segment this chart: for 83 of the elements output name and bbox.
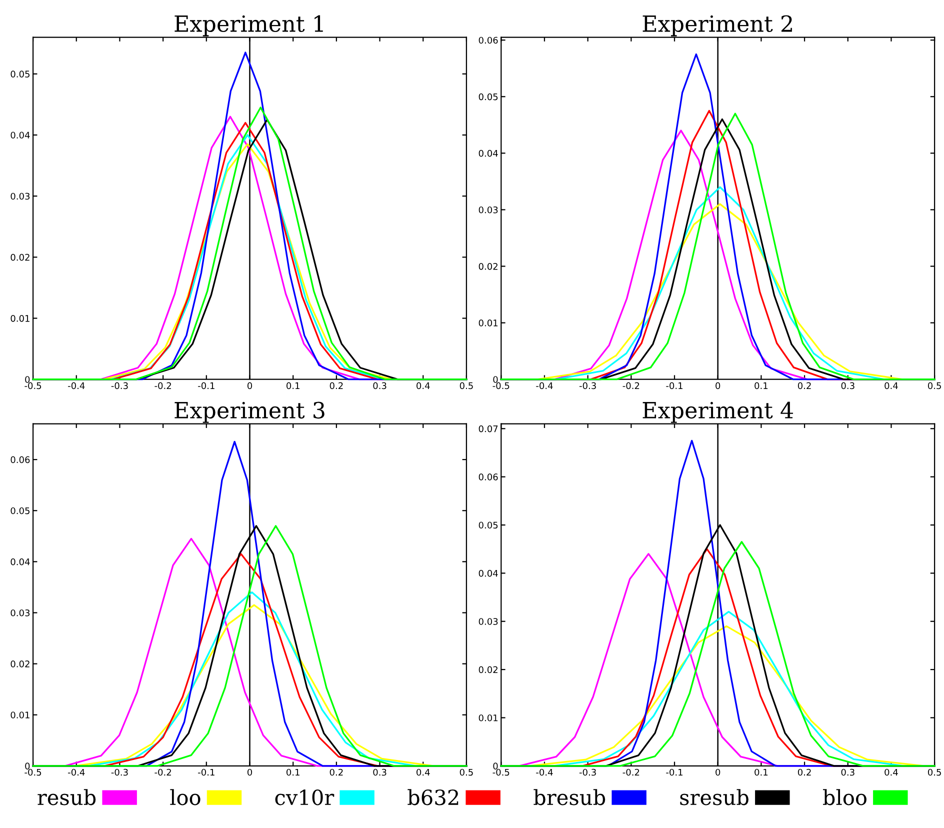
x-tick-label: 0.5: [460, 768, 473, 776]
x-tick-label: -0.5: [492, 768, 510, 776]
y-tick-label: 0.05: [10, 70, 30, 78]
x-tick-label: 0.5: [928, 768, 941, 776]
y-tick-label: 0.03: [478, 618, 498, 625]
y-tick-label: 0.06: [478, 36, 498, 44]
x-tick-label: -0.2: [622, 382, 640, 390]
x-tick-label: -0.3: [111, 382, 128, 390]
x-tick-label: 0.1: [754, 768, 768, 776]
x-tick-label: -0.4: [536, 382, 553, 390]
x-tick-label: 0.3: [373, 768, 386, 776]
y-tick-label: 0.01: [478, 320, 498, 326]
y-tick-label: 0: [25, 762, 30, 770]
y-tick-label: 0.05: [10, 507, 30, 514]
y-tick-label: 0.04: [478, 570, 498, 577]
legend-label: resub: [38, 789, 96, 806]
x-tick-label: -0.5: [24, 768, 42, 776]
legend-label: cv10r: [275, 789, 334, 806]
x-tick-label: 0.2: [330, 768, 343, 776]
y-tick-label: 0.01: [478, 714, 498, 722]
y-tick-label: 0.04: [10, 558, 30, 566]
y-tick-label: 0.06: [10, 456, 30, 464]
y-tick-label: 0: [25, 376, 30, 383]
y-tick-label: 0: [493, 762, 498, 770]
legend-label: sresub: [680, 789, 748, 806]
x-tick-label: 0.5: [928, 382, 941, 390]
x-tick-label: 0: [247, 768, 252, 776]
x-tick-label: -0.1: [198, 768, 214, 776]
x-tick-label: 0.3: [841, 768, 854, 776]
x-tick-label: -0.1: [666, 768, 682, 776]
x-tick-label: 0: [716, 382, 720, 390]
y-tick-label: 0.01: [10, 712, 30, 718]
y-tick-label: 0.05: [478, 522, 498, 529]
x-tick-label: -0.2: [622, 768, 640, 776]
x-tick-label: 0.3: [373, 382, 386, 390]
x-tick-label: 0: [716, 768, 720, 776]
x-tick-label: -0.4: [68, 768, 85, 776]
chart-title: Experiment 1: [174, 15, 323, 36]
x-tick-label: -0.3: [111, 768, 128, 776]
y-tick-label: 0.02: [10, 660, 30, 668]
x-tick-label: -0.1: [666, 382, 682, 390]
y-tick-label: 0.06: [478, 474, 498, 480]
y-tick-label: 0: [493, 376, 498, 383]
x-tick-label: -0.5: [24, 382, 42, 390]
x-tick-label: 0: [247, 382, 252, 390]
y-tick-label: 0.04: [478, 150, 498, 157]
y-tick-label: 0.05: [478, 93, 498, 100]
x-tick-label: 0.5: [460, 382, 473, 390]
x-tick-label: -0.4: [536, 768, 553, 776]
x-tick-label: -0.4: [68, 382, 85, 390]
x-tick-label: -0.3: [579, 768, 596, 776]
y-tick-label: 0.03: [10, 609, 30, 616]
y-tick-label: 0.03: [478, 206, 498, 214]
legend-label: b632: [408, 789, 458, 806]
x-tick-label: 0.2: [798, 768, 811, 776]
x-tick-label: -0.3: [579, 382, 596, 390]
legend-label: bresub: [534, 789, 606, 806]
x-tick-label: -0.2: [154, 768, 171, 776]
legend-label: loo: [170, 789, 200, 806]
x-tick-label: -0.5: [492, 382, 510, 390]
chart-title: Experiment 4: [642, 402, 793, 423]
y-tick-label: 0.02: [478, 666, 498, 674]
x-tick-label: 0.2: [330, 382, 343, 390]
x-tick-label: 0.4: [416, 382, 430, 390]
x-tick-label: 0.1: [286, 382, 300, 390]
x-tick-label: -0.1: [198, 382, 214, 390]
y-tick-label: 0.01: [10, 314, 30, 322]
chart-title: Experiment 2: [642, 15, 792, 36]
y-tick-label: 0.04: [10, 132, 30, 139]
x-tick-label: 0.4: [884, 382, 898, 390]
x-tick-label: 0.3: [841, 382, 854, 390]
x-tick-label: -0.2: [154, 382, 171, 390]
x-tick-label: 0.1: [754, 382, 768, 390]
y-tick-label: 0.07: [478, 425, 498, 432]
x-tick-label: 0.1: [286, 768, 300, 776]
x-tick-label: 0.4: [884, 768, 898, 776]
chart-title: Experiment 3: [174, 402, 324, 423]
y-tick-label: 0.02: [478, 262, 498, 270]
x-tick-label: 0.4: [416, 768, 430, 776]
legend-label: bloo: [823, 789, 866, 806]
y-tick-label: 0.02: [10, 254, 30, 261]
x-tick-label: 0.2: [798, 382, 811, 390]
y-tick-label: 0.03: [10, 192, 30, 200]
